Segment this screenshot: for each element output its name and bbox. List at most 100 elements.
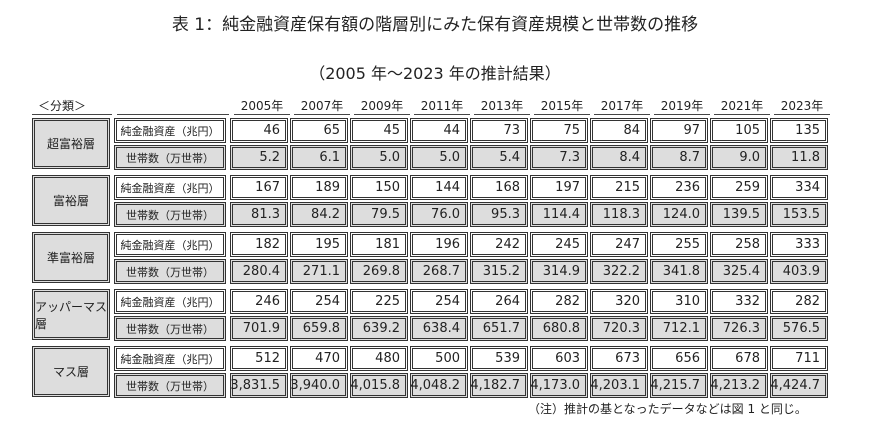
value-cell: 315.2 bbox=[470, 259, 528, 284]
value-cell: 5.0 bbox=[350, 145, 408, 170]
year-header: 2023年 bbox=[780, 99, 824, 113]
value-cell: 512 bbox=[230, 346, 288, 371]
value-cell: 95.3 bbox=[470, 202, 528, 227]
header-divider bbox=[117, 114, 229, 115]
value-cell: 314.9 bbox=[530, 259, 588, 284]
table-row-assets: 純金融資産（兆円） 182 195 181 196 242 245 247 255 258 333 bbox=[114, 232, 828, 257]
table-row-assets: 純金融資産（兆円） 246 254 225 254 264 282 320 310 332 282 bbox=[114, 289, 828, 314]
value-cell: 189 bbox=[290, 175, 348, 200]
category-cell: 準富裕層 bbox=[32, 232, 110, 283]
value-cell: 539 bbox=[470, 346, 528, 371]
value-cell: 124.0 bbox=[650, 202, 708, 227]
table-row-households: 世帯数（万世帯） 5.2 6.1 5.0 5.0 5.4 7.3 8.4 8.7 9.0 11.8 bbox=[114, 145, 828, 170]
value-cell: 181 bbox=[350, 232, 408, 257]
value-cell: 310 bbox=[650, 289, 708, 314]
value-cell: 576.5 bbox=[770, 316, 828, 341]
value-cell: 332 bbox=[710, 289, 768, 314]
value-cell: 3,940.0 bbox=[290, 373, 348, 398]
year-header: 2013年 bbox=[480, 99, 524, 113]
value-cell: 341.8 bbox=[650, 259, 708, 284]
category-cell: 富裕層 bbox=[32, 175, 110, 226]
value-cell: 701.9 bbox=[230, 316, 288, 341]
row-label: 純金融資産（兆円） bbox=[114, 289, 226, 314]
row-label: 世帯数（万世帯） bbox=[114, 373, 226, 398]
value-cell: 255 bbox=[650, 232, 708, 257]
value-cell: 712.1 bbox=[650, 316, 708, 341]
value-cell: 659.8 bbox=[290, 316, 348, 341]
group-1: 富裕層 純金融資産（兆円） 167 189 150 144 168 197 215 236 259… bbox=[32, 175, 828, 227]
category-cell: アッパーマス層 bbox=[32, 289, 110, 340]
value-cell: 680.8 bbox=[530, 316, 588, 341]
row-label: 純金融資産（兆円） bbox=[114, 175, 226, 200]
header-divider bbox=[714, 114, 770, 115]
value-cell: 4,424.7 bbox=[770, 373, 828, 398]
value-cell: 150 bbox=[350, 175, 408, 200]
value-cell: 470 bbox=[290, 346, 348, 371]
value-cell: 97 bbox=[650, 118, 708, 143]
year-header: 2015年 bbox=[540, 99, 584, 113]
value-cell: 403.9 bbox=[770, 259, 828, 284]
value-cell: 334 bbox=[770, 175, 828, 200]
value-cell: 9.0 bbox=[710, 145, 768, 170]
value-cell: 325.4 bbox=[710, 259, 768, 284]
value-cell: 7.3 bbox=[530, 145, 588, 170]
table-row-assets: 純金融資産（兆円） 46 65 45 44 73 75 84 97 105 135 bbox=[114, 118, 828, 143]
year-header: 2009年 bbox=[360, 99, 404, 113]
row-label: 世帯数（万世帯） bbox=[114, 316, 226, 341]
value-cell: 144 bbox=[410, 175, 468, 200]
value-cell: 215 bbox=[590, 175, 648, 200]
value-cell: 75 bbox=[530, 118, 588, 143]
category-cell: 超富裕層 bbox=[32, 118, 110, 169]
value-cell: 195 bbox=[290, 232, 348, 257]
value-cell: 258 bbox=[710, 232, 768, 257]
value-cell: 264 bbox=[470, 289, 528, 314]
row-label: 純金融資産（兆円） bbox=[114, 346, 226, 371]
value-cell: 5.2 bbox=[230, 145, 288, 170]
value-cell: 225 bbox=[350, 289, 408, 314]
value-cell: 8.7 bbox=[650, 145, 708, 170]
table-subtitle: （2005 年～2023 年の推計結果） bbox=[309, 64, 561, 83]
value-cell: 259 bbox=[710, 175, 768, 200]
header-divider bbox=[534, 114, 590, 115]
value-cell: 11.8 bbox=[770, 145, 828, 170]
header-divider bbox=[234, 114, 290, 115]
category-cell: マス層 bbox=[32, 346, 110, 397]
value-cell: 711 bbox=[770, 346, 828, 371]
category-header: ＜分類＞ bbox=[38, 99, 87, 113]
row-label: 世帯数（万世帯） bbox=[114, 145, 226, 170]
year-header: 2021年 bbox=[720, 99, 764, 113]
year-header: 2019年 bbox=[660, 99, 704, 113]
data-table: 超富裕層 純金融資産（兆円） 46 65 45 44 73 75 84 97 105 135 世帯数… bbox=[32, 118, 828, 403]
value-cell: 673 bbox=[590, 346, 648, 371]
group-4: マス層 純金融資産（兆円） 512 470 480 500 539 603 673 656 678… bbox=[32, 346, 828, 398]
value-cell: 65 bbox=[290, 118, 348, 143]
year-header: 2005年 bbox=[240, 99, 284, 113]
header-divider bbox=[654, 114, 710, 115]
value-cell: 73 bbox=[470, 118, 528, 143]
value-cell: 271.1 bbox=[290, 259, 348, 284]
value-cell: 282 bbox=[530, 289, 588, 314]
value-cell: 236 bbox=[650, 175, 708, 200]
value-cell: 135 bbox=[770, 118, 828, 143]
header-divider bbox=[594, 114, 650, 115]
value-cell: 656 bbox=[650, 346, 708, 371]
value-cell: 46 bbox=[230, 118, 288, 143]
table-row-households: 世帯数（万世帯） 81.3 84.2 79.5 76.0 95.3 114.4 118.3 12… bbox=[114, 202, 828, 227]
group-2: 準富裕層 純金融資産（兆円） 182 195 181 196 242 245 247 255 25… bbox=[32, 232, 828, 284]
value-cell: 280.4 bbox=[230, 259, 288, 284]
header-divider bbox=[32, 114, 112, 115]
value-cell: 254 bbox=[290, 289, 348, 314]
value-cell: 638.4 bbox=[410, 316, 468, 341]
row-label: 純金融資産（兆円） bbox=[114, 118, 226, 143]
value-cell: 76.0 bbox=[410, 202, 468, 227]
value-cell: 4,048.2 bbox=[410, 373, 468, 398]
value-cell: 247 bbox=[590, 232, 648, 257]
table-row-households: 世帯数（万世帯） 701.9 659.8 639.2 638.4 651.7 680.8 72… bbox=[114, 316, 828, 341]
table-row-assets: 純金融資産（兆円） 167 189 150 144 168 197 215 236 259 334 bbox=[114, 175, 828, 200]
value-cell: 268.7 bbox=[410, 259, 468, 284]
value-cell: 167 bbox=[230, 175, 288, 200]
value-cell: 196 bbox=[410, 232, 468, 257]
value-cell: 168 bbox=[470, 175, 528, 200]
value-cell: 245 bbox=[530, 232, 588, 257]
header-divider bbox=[414, 114, 470, 115]
